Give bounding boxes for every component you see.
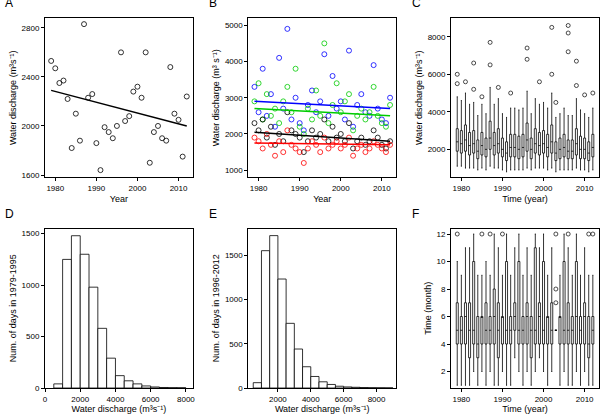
svg-text:2010: 2010: [373, 184, 391, 193]
svg-text:2000: 2000: [269, 395, 287, 404]
svg-text:8000: 8000: [368, 395, 386, 404]
svg-text:1990: 1990: [494, 184, 512, 193]
svg-text:2000: 2000: [428, 145, 446, 154]
svg-text:6: 6: [441, 312, 446, 321]
svg-text:2000: 2000: [225, 130, 243, 139]
svg-text:1000: 1000: [22, 281, 40, 290]
svg-text:Water discharge (m³s⁻¹): Water discharge (m³s⁻¹): [275, 404, 370, 414]
svg-text:2000: 2000: [129, 184, 147, 193]
svg-text:8000: 8000: [177, 395, 195, 404]
svg-text:Water discharge (m³s⁻¹): Water discharge (m³s⁻¹): [72, 404, 167, 414]
svg-text:Water discharge (m³s⁻¹): Water discharge (m³s⁻¹): [8, 50, 18, 145]
svg-text:E: E: [209, 207, 217, 221]
svg-text:2400: 2400: [22, 73, 40, 82]
svg-text:2000: 2000: [535, 395, 553, 404]
svg-text:1980: 1980: [250, 184, 268, 193]
svg-text:Time (year): Time (year): [502, 404, 548, 414]
svg-text:2800: 2800: [22, 24, 40, 33]
svg-text:6000: 6000: [335, 395, 353, 404]
svg-text:1980: 1980: [452, 184, 470, 193]
svg-text:6000: 6000: [142, 395, 160, 404]
svg-text:500: 500: [26, 332, 40, 341]
svg-text:0: 0: [238, 384, 243, 393]
svg-text:4000: 4000: [428, 108, 446, 117]
svg-text:4: 4: [441, 340, 446, 349]
svg-text:Time (month): Time (month): [423, 282, 433, 335]
svg-text:2000: 2000: [332, 184, 350, 193]
svg-text:2010: 2010: [576, 184, 594, 193]
svg-text:3000: 3000: [225, 94, 243, 103]
svg-text:1990: 1990: [87, 184, 105, 193]
svg-text:A: A: [5, 0, 13, 10]
svg-text:B: B: [209, 0, 217, 10]
svg-text:6000: 6000: [428, 70, 446, 79]
svg-text:2000: 2000: [22, 122, 40, 131]
svg-text:Water discharge (m³ s⁻¹): Water discharge (m³ s⁻¹): [211, 49, 221, 146]
svg-text:8: 8: [441, 285, 446, 294]
svg-text:F: F: [412, 207, 419, 221]
svg-text:4000: 4000: [107, 395, 125, 404]
svg-text:1500: 1500: [225, 251, 243, 260]
svg-text:1500: 1500: [22, 229, 40, 238]
svg-text:2010: 2010: [170, 184, 188, 193]
svg-text:Water discharge (m³s⁻¹): Water discharge (m³s⁻¹): [414, 50, 424, 145]
svg-text:1990: 1990: [291, 184, 309, 193]
svg-text:8000: 8000: [428, 33, 446, 42]
svg-text:Year: Year: [110, 194, 128, 204]
svg-text:0: 0: [43, 395, 48, 404]
svg-text:12: 12: [437, 230, 446, 239]
svg-text:4000: 4000: [302, 395, 320, 404]
svg-text:5000: 5000: [225, 21, 243, 30]
svg-text:2010: 2010: [576, 395, 594, 404]
svg-text:1990: 1990: [494, 395, 512, 404]
svg-text:C: C: [412, 0, 421, 10]
svg-text:D: D: [5, 207, 14, 221]
svg-text:500: 500: [229, 340, 243, 349]
svg-text:Time (year): Time (year): [502, 194, 548, 204]
svg-text:Num. of days in 1979-1995: Num. of days in 1979-1995: [8, 254, 18, 362]
svg-text:1980: 1980: [452, 395, 470, 404]
svg-text:1000: 1000: [225, 166, 243, 175]
svg-text:Num. of days in 1996-2012: Num. of days in 1996-2012: [211, 254, 221, 362]
svg-text:2: 2: [441, 367, 446, 376]
svg-text:1600: 1600: [22, 171, 40, 180]
svg-text:10: 10: [437, 257, 446, 266]
svg-text:2000: 2000: [71, 395, 89, 404]
svg-text:2000: 2000: [535, 184, 553, 193]
svg-text:0: 0: [35, 384, 40, 393]
svg-text:1000: 1000: [225, 295, 243, 304]
svg-text:Year: Year: [313, 194, 331, 204]
svg-text:4000: 4000: [225, 57, 243, 66]
svg-text:1980: 1980: [46, 184, 64, 193]
